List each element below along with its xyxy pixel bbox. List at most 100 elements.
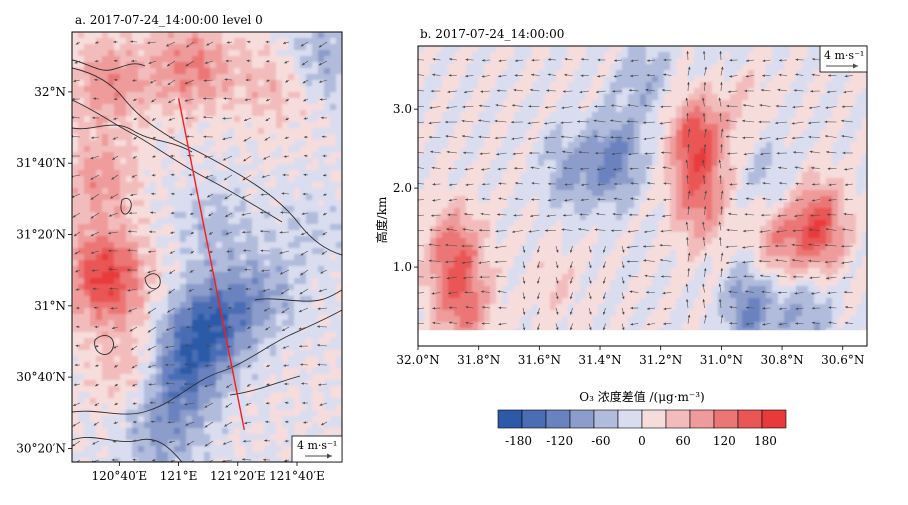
heat-cell [150, 428, 157, 435]
wind-vector-head [73, 79, 77, 83]
wind-vector [72, 135, 81, 138]
heat-cell [466, 76, 473, 83]
heat-cell [198, 314, 205, 321]
heat-cell [108, 224, 115, 231]
heat-cell [580, 88, 587, 95]
heat-cell [240, 440, 247, 447]
heat-cell [156, 398, 163, 405]
heat-cell [258, 236, 265, 243]
heat-cell [144, 164, 151, 171]
heat-cell [90, 206, 97, 213]
heat-cell [204, 44, 211, 51]
heat-cell [216, 296, 223, 303]
heat-cell [84, 254, 91, 261]
heat-cell [96, 398, 103, 405]
heat-cell [628, 52, 635, 59]
heat-cell [270, 236, 277, 243]
heat-cell [222, 302, 229, 309]
heat-cell [258, 266, 265, 273]
heat-cell [330, 44, 337, 51]
heat-cell [556, 124, 563, 131]
heat-cell [258, 110, 265, 117]
heat-cell [778, 64, 785, 71]
heat-cell [418, 124, 425, 131]
heat-cell [526, 112, 533, 119]
heat-cell [508, 100, 515, 107]
heat-cell [520, 100, 527, 107]
heat-cell [270, 122, 277, 129]
heat-cell [240, 86, 247, 93]
heat-cell [150, 86, 157, 93]
heat-cell [192, 284, 199, 291]
heat-cell [670, 52, 677, 59]
heat-cell [748, 112, 755, 119]
heat-cell [430, 94, 437, 101]
heat-cell [790, 118, 797, 125]
heat-cell [72, 356, 79, 363]
wind-vector-head [246, 59, 250, 63]
heat-cell [180, 158, 187, 165]
heat-cell [96, 356, 103, 363]
heat-cell [300, 110, 307, 117]
heat-cell [168, 176, 175, 183]
heat-cell [234, 230, 241, 237]
heat-cell [216, 398, 223, 405]
heat-cell [604, 100, 611, 107]
heat-cell [84, 458, 91, 462]
heat-cell [258, 314, 265, 321]
heat-cell [568, 130, 575, 137]
heat-cell [120, 266, 127, 273]
heat-cell [258, 404, 265, 411]
heat-cell [622, 70, 629, 77]
heat-cell [424, 106, 431, 113]
heat-cell [246, 386, 253, 393]
heat-cell [138, 224, 145, 231]
heat-cell [252, 86, 259, 93]
heat-cell [796, 88, 803, 95]
heat-cell [814, 82, 821, 89]
heat-cell [790, 64, 797, 71]
wind-vector-head [244, 421, 248, 425]
x-tick-label: 120°40′E [92, 469, 148, 483]
heat-cell [604, 52, 611, 59]
heat-cell [270, 152, 277, 159]
heat-cell [264, 278, 271, 285]
heat-cell [526, 70, 533, 77]
heat-cell [120, 134, 127, 141]
heat-cell [180, 218, 187, 225]
heat-cell [156, 380, 163, 387]
heat-cell [90, 248, 97, 255]
heat-cell [252, 62, 259, 69]
heat-cell [448, 94, 455, 101]
heat-cell [472, 100, 479, 107]
heat-cell [114, 416, 121, 423]
heat-cell [544, 124, 551, 131]
heat-cell [174, 188, 181, 195]
heat-cell [216, 386, 223, 393]
heat-cell [228, 314, 235, 321]
wind-vector-head [133, 98, 137, 101]
heat-cell [246, 404, 253, 411]
heat-cell [324, 98, 331, 105]
heat-cell [84, 74, 91, 81]
heat-cell [216, 380, 223, 387]
heat-cell [580, 82, 587, 89]
heat-cell [204, 146, 211, 153]
heat-cell [162, 62, 169, 69]
heat-cell [850, 112, 857, 119]
heat-cell [550, 94, 557, 101]
wind-vector-head [73, 383, 77, 386]
heat-cell [114, 356, 121, 363]
heat-cell [174, 290, 181, 297]
heat-cell [306, 80, 313, 87]
heat-cell [114, 350, 121, 357]
heat-cell [294, 284, 301, 291]
heat-cell [108, 80, 115, 87]
heat-cell [742, 118, 749, 125]
heat-cell [198, 254, 205, 261]
heat-cell [234, 302, 241, 309]
heat-cell [216, 134, 223, 141]
heat-cell [258, 248, 265, 255]
heat-cell [288, 86, 295, 93]
heat-cell [126, 218, 133, 225]
